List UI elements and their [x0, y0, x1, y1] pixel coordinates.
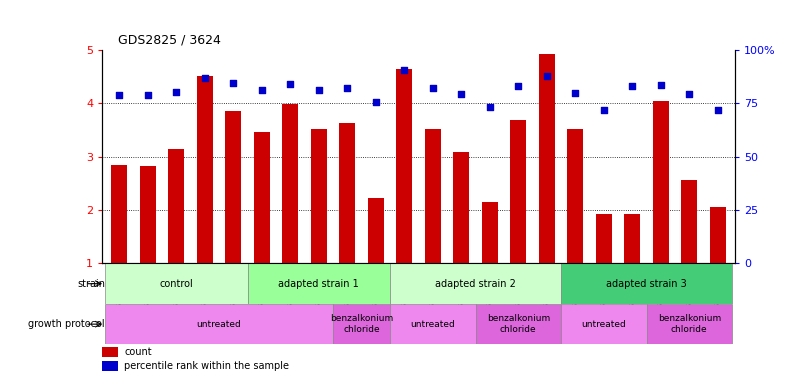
Bar [653, 101, 669, 263]
Point [170, 88, 182, 94]
Point [341, 85, 354, 91]
Text: percentile rank within the sample: percentile rank within the sample [124, 361, 289, 371]
Point [455, 91, 468, 97]
Text: control: control [160, 279, 193, 289]
Bar [102, 347, 118, 357]
Text: untreated: untreated [410, 319, 455, 329]
Text: benzalkonium
chloride: benzalkonium chloride [330, 314, 393, 334]
Bar [368, 198, 384, 263]
Text: growth protocol: growth protocol [28, 319, 105, 329]
Point [199, 74, 211, 81]
Bar [333, 304, 390, 344]
Bar [482, 202, 498, 263]
Text: GDS2825 / 3624: GDS2825 / 3624 [118, 33, 221, 46]
Text: adapted strain 1: adapted strain 1 [278, 279, 359, 289]
Bar [140, 166, 156, 263]
Bar [311, 129, 327, 263]
Text: benzalkonium
chloride: benzalkonium chloride [658, 314, 721, 334]
Bar [340, 123, 355, 263]
Point [655, 81, 667, 88]
Bar [105, 263, 248, 304]
Bar [681, 180, 697, 263]
Point [626, 83, 638, 89]
Bar [282, 104, 298, 263]
Text: untreated: untreated [582, 319, 626, 329]
Bar [539, 54, 555, 263]
Bar [168, 149, 184, 263]
Point [313, 87, 325, 93]
Point [711, 107, 724, 113]
Bar [390, 304, 476, 344]
Point [141, 92, 154, 98]
Point [427, 85, 439, 91]
Bar [248, 263, 390, 304]
Bar [396, 69, 412, 263]
Bar [425, 129, 441, 263]
Point [597, 107, 610, 113]
Point [683, 91, 696, 97]
Point [284, 81, 296, 87]
Bar [624, 214, 640, 263]
Point [227, 80, 240, 86]
Point [541, 73, 553, 79]
Bar [476, 304, 561, 344]
Text: adapted strain 2: adapted strain 2 [435, 279, 516, 289]
Text: untreated: untreated [196, 319, 241, 329]
Point [483, 104, 496, 110]
Point [398, 67, 410, 73]
Bar [561, 304, 647, 344]
Bar [567, 129, 583, 263]
Bar [710, 207, 725, 263]
Bar [105, 304, 333, 344]
Point [113, 92, 126, 98]
Bar [112, 165, 127, 263]
Bar [102, 361, 118, 371]
Bar [596, 214, 612, 263]
Text: adapted strain 3: adapted strain 3 [606, 279, 687, 289]
Point [569, 89, 582, 96]
Point [512, 83, 524, 89]
Point [255, 88, 268, 94]
Text: count: count [124, 347, 152, 357]
Bar [510, 121, 526, 263]
Bar [226, 111, 241, 263]
Point [369, 99, 382, 105]
Bar [254, 132, 270, 263]
Bar [390, 263, 561, 304]
Bar [561, 263, 732, 304]
Bar [647, 304, 732, 344]
Bar [454, 152, 469, 263]
Bar [197, 76, 213, 263]
Text: benzalkonium
chloride: benzalkonium chloride [487, 314, 550, 334]
Text: strain: strain [77, 279, 105, 289]
